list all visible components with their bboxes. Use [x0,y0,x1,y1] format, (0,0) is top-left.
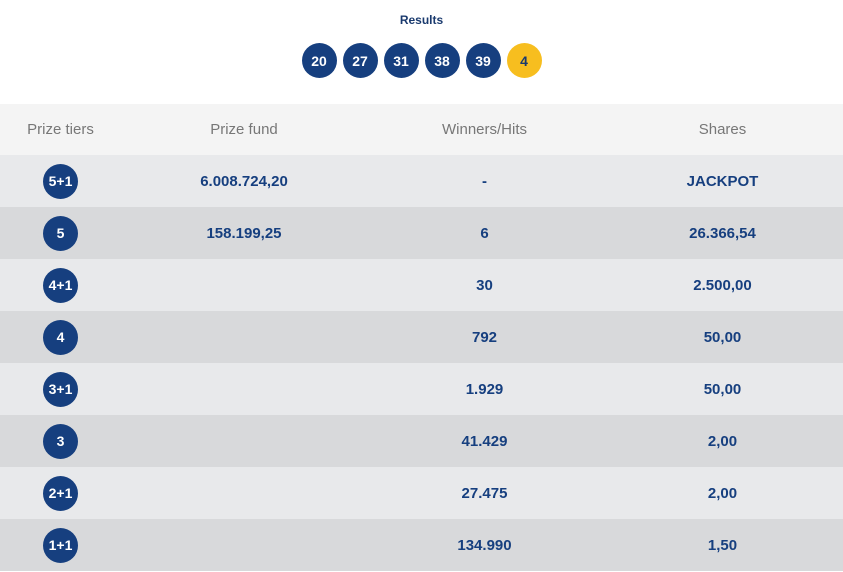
winners-cell: 1.929 [465,380,504,398]
tier-badge: 2+1 [43,475,78,511]
result-ball: 27 [342,43,378,78]
winners-cell: 30 [476,276,493,294]
tier-cell: 5 [0,215,121,251]
tier-cell: 5+1 [0,163,121,199]
shares-cell: 1,50 [707,536,738,554]
shares-cell: 2,00 [707,484,738,502]
tier-cell: 4 [0,319,121,355]
tier-badge: 4 [43,319,78,355]
fund-cell: 158.199,25 [206,224,282,242]
table-row: 3+1 1.929 50,00 [0,363,843,415]
tier-cell: 3 [0,423,121,459]
winners-cell: 792 [471,328,498,346]
tier-badge: 5 [43,215,78,251]
table-row: 5 158.199,25 6 26.366,54 [0,207,843,259]
winners-cell: 41.429 [461,432,508,450]
results-title: Results [399,13,444,27]
winners-cell: 134.990 [457,536,512,554]
results-header: Results 20 27 31 38 39 4 [0,0,843,105]
shares-cell: 50,00 [703,380,742,398]
fund-cell: 6.008.724,20 [200,172,288,190]
table-row: 1+1 134.990 1,50 [0,519,843,571]
tier-cell: 1+1 [0,527,121,563]
shares-cell: JACKPOT [686,172,759,190]
winners-cell: 6 [480,224,489,242]
header-winners: Winners/Hits [441,121,527,138]
tier-badge: 3+1 [43,371,78,407]
tier-badge: 4+1 [43,267,78,303]
result-ball: 31 [383,43,419,78]
winners-cell: - [482,172,487,190]
table-row: 5+1 6.008.724,20 - JACKPOT [0,155,843,207]
table-row: 3 41.429 2,00 [0,415,843,467]
header-prize-tiers: Prize tiers [27,121,94,138]
table-row: 4 792 50,00 [0,311,843,363]
shares-cell: 50,00 [703,328,742,346]
table-header-row: Prize tiers Prize fund Winners/Hits Shar… [0,104,843,155]
tier-cell: 4+1 [0,267,121,303]
results-balls: 20 27 31 38 39 4 [0,43,843,78]
shares-cell: 26.366,54 [689,224,756,242]
tier-badge: 3 [43,423,78,459]
header-shares: Shares [698,121,747,138]
result-ball: 20 [301,43,337,78]
shares-cell: 2,00 [707,432,738,450]
tier-cell: 2+1 [0,475,121,511]
bonus-ball: 4 [506,43,542,78]
header-prize-fund: Prize fund [210,121,278,138]
tier-badge: 1+1 [43,527,78,563]
shares-cell: 2.500,00 [693,276,752,294]
prize-table: Prize tiers Prize fund Winners/Hits Shar… [0,104,843,571]
table-row: 2+1 27.475 2,00 [0,467,843,519]
tier-cell: 3+1 [0,371,121,407]
result-ball: 38 [424,43,460,78]
winners-cell: 27.475 [461,484,508,502]
tier-badge: 5+1 [43,163,78,199]
table-row: 4+1 30 2.500,00 [0,259,843,311]
result-ball: 39 [465,43,501,78]
